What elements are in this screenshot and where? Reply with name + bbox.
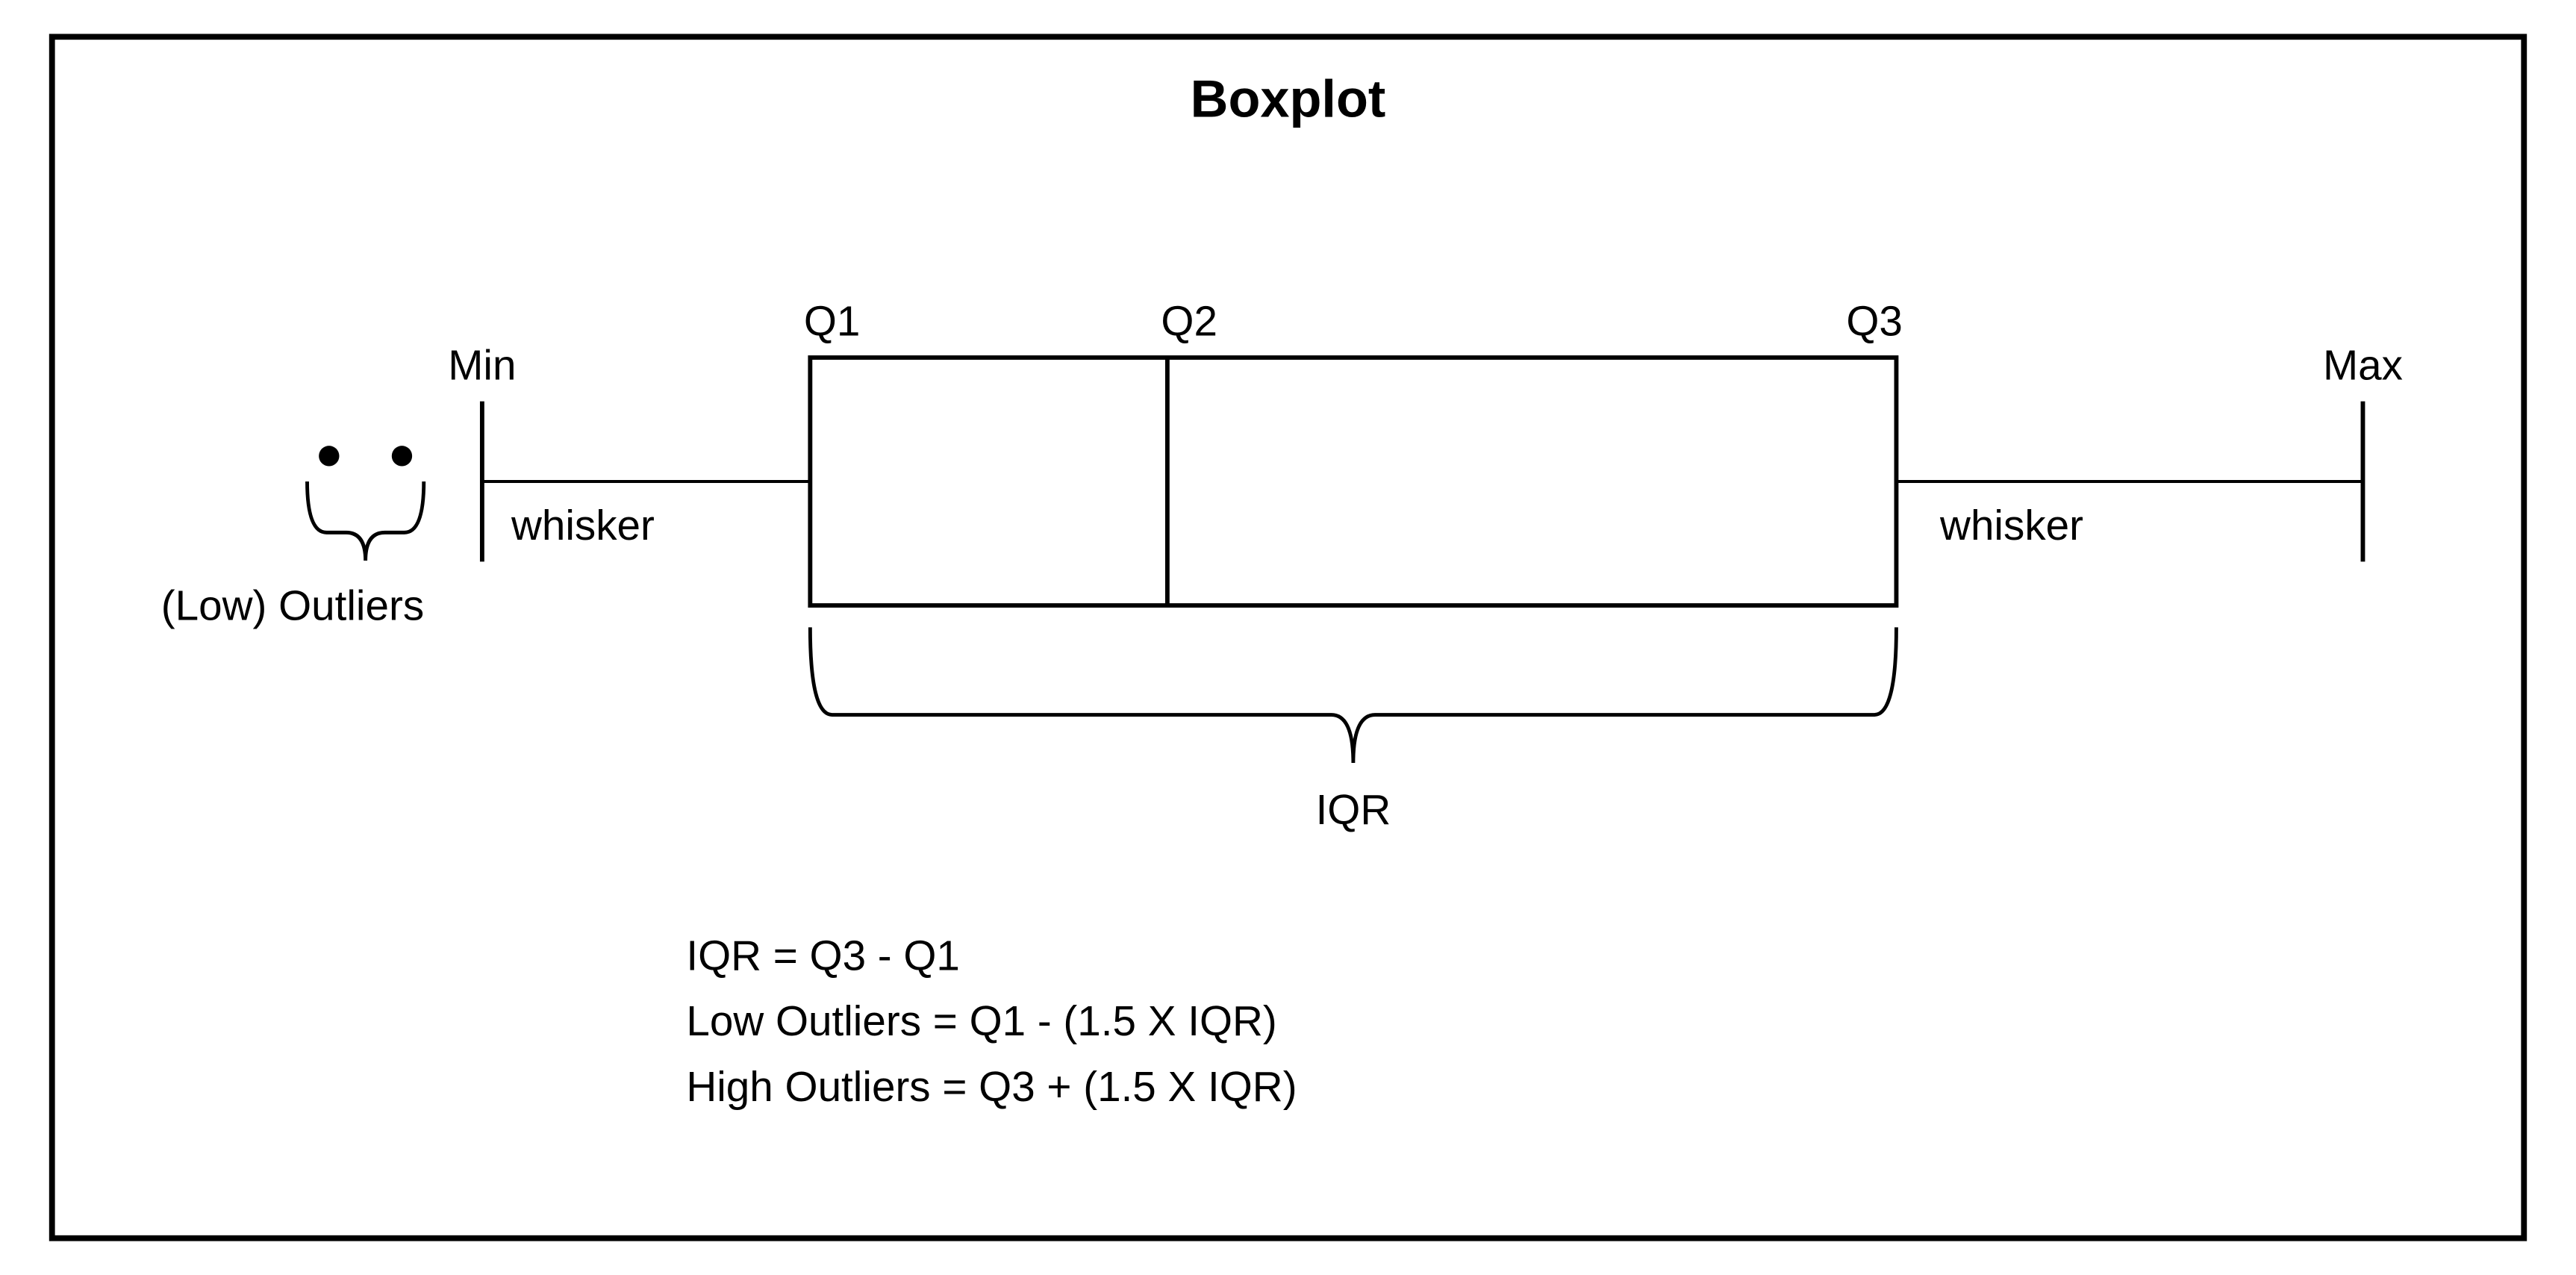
frame-border [52,37,2524,1238]
min-label: Min [448,342,516,389]
formula-line: IQR = Q3 - Q1 [686,932,960,979]
outliers-label: (Low) Outliers [161,583,424,630]
outlier-dot [392,446,412,466]
diagram-container: Boxplot Min Max Q1 Q2 Q3 whisker whisker… [0,0,2576,1275]
iqr-brace [810,627,1896,763]
q1-label: Q1 [804,299,861,346]
outlier-dot [319,446,339,466]
max-label: Max [2323,342,2403,389]
boxplot-diagram: Boxplot Min Max Q1 Q2 Q3 whisker whisker… [15,15,2561,1260]
right-whisker-label: whisker [1939,502,2083,549]
iqr-label: IQR [1316,787,1391,834]
left-whisker-label: whisker [511,502,655,549]
formula-line: High Outliers = Q3 + (1.5 X IQR) [686,1064,1297,1111]
formula-line: Low Outliers = Q1 - (1.5 X IQR) [686,998,1276,1045]
diagram-title: Boxplot [1191,69,1386,128]
q2-label: Q2 [1161,299,1217,346]
outliers-brace [308,481,424,561]
q3-label: Q3 [1846,299,1903,346]
iqr-box [810,358,1896,605]
